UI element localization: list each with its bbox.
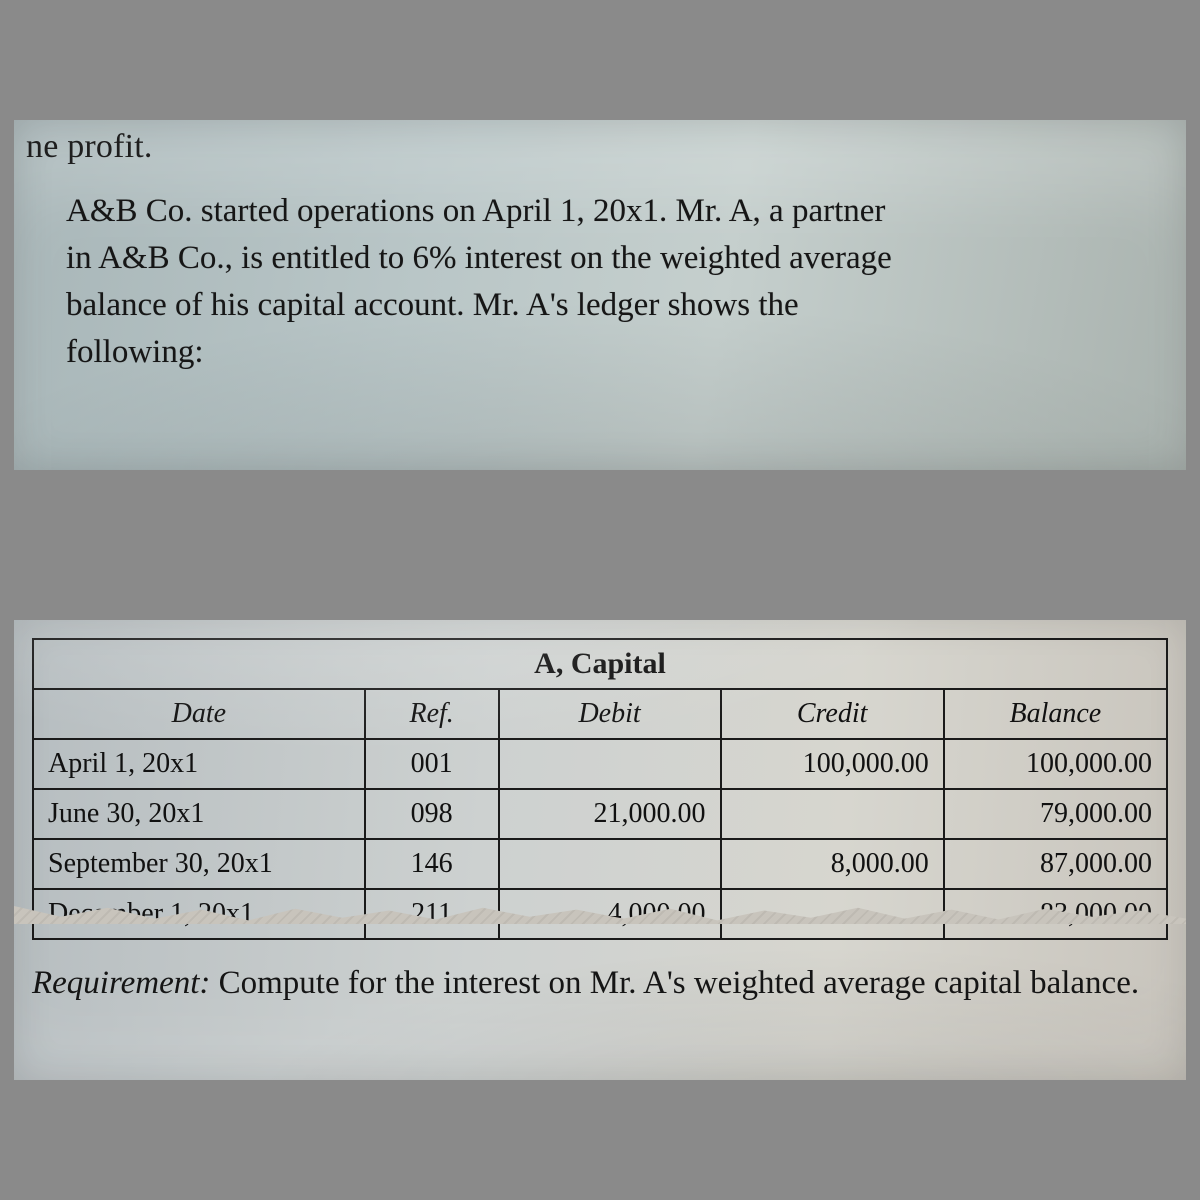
- cell-ref: 146: [365, 839, 499, 889]
- fragment-text: ne profit.: [26, 128, 153, 166]
- cell-date: June 30, 20x1: [33, 789, 365, 839]
- table-row: April 1, 20x1 001 100,000.00 100,000.00: [33, 739, 1167, 789]
- cell-ref: 098: [365, 789, 499, 839]
- col-credit: Credit: [721, 689, 944, 739]
- cell-debit: [499, 839, 721, 889]
- paragraph-line: balance of his capital account. Mr. A's …: [66, 282, 1166, 329]
- paragraph-line: A&B Co. started operations on April 1, 2…: [66, 188, 1166, 235]
- requirement-text: Requirement: Compute for the interest on…: [32, 960, 1168, 1008]
- cell-credit: 8,000.00: [721, 839, 944, 889]
- scan-top-panel: ne profit. A&B Co. started operations on…: [14, 120, 1186, 470]
- page: ne profit. A&B Co. started operations on…: [0, 0, 1200, 1200]
- cell-date: April 1, 20x1: [33, 739, 365, 789]
- cell-date: September 30, 20x1: [33, 839, 365, 889]
- ledger-table: A, Capital Date Ref. Debit Credit Balanc…: [32, 638, 1168, 940]
- table-row: June 30, 20x1 098 21,000.00 79,000.00: [33, 789, 1167, 839]
- problem-paragraph: A&B Co. started operations on April 1, 2…: [66, 188, 1166, 375]
- scan-bottom-panel: A, Capital Date Ref. Debit Credit Balanc…: [14, 620, 1186, 1080]
- requirement-label: Requirement:: [32, 965, 210, 1001]
- paragraph-line: in A&B Co., is entitled to 6% interest o…: [66, 235, 1166, 282]
- cell-debit: [499, 739, 721, 789]
- table-row: September 30, 20x1 146 8,000.00 87,000.0…: [33, 839, 1167, 889]
- cell-balance: 79,000.00: [944, 789, 1167, 839]
- requirement-body: Compute for the interest on Mr. A's weig…: [219, 965, 1139, 1001]
- col-ref: Ref.: [365, 689, 499, 739]
- col-date: Date: [33, 689, 365, 739]
- cell-credit: 100,000.00: [721, 739, 944, 789]
- cell-ref: 001: [365, 739, 499, 789]
- cell-balance: 87,000.00: [944, 839, 1167, 889]
- cell-balance: 100,000.00: [944, 739, 1167, 789]
- col-balance: Balance: [944, 689, 1167, 739]
- ledger-title: A, Capital: [33, 639, 1167, 689]
- paragraph-line: following:: [66, 329, 1166, 376]
- cell-debit: 21,000.00: [499, 789, 721, 839]
- cell-credit: [721, 789, 944, 839]
- col-debit: Debit: [499, 689, 721, 739]
